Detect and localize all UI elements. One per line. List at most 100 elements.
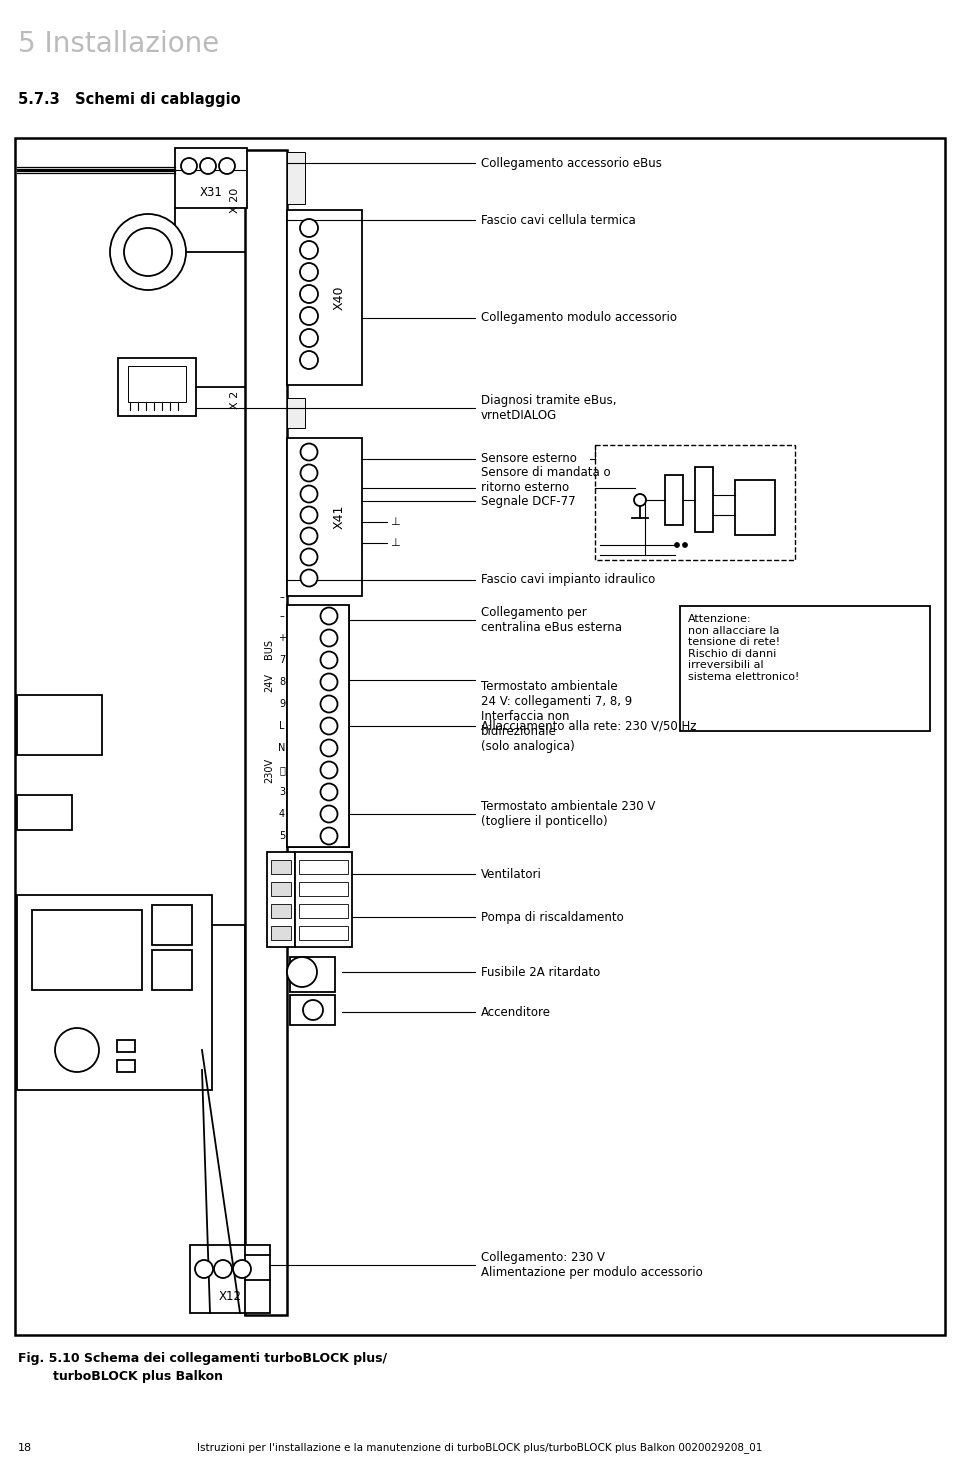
Circle shape: [300, 262, 318, 281]
Circle shape: [321, 761, 338, 778]
Text: ⊥: ⊥: [390, 538, 399, 548]
Bar: [287, 627, 309, 649]
Bar: [245, 252, 287, 268]
Bar: [117, 1039, 135, 1053]
Circle shape: [321, 673, 338, 690]
Bar: [245, 1272, 287, 1289]
Text: L: L: [279, 721, 285, 732]
Circle shape: [300, 569, 318, 586]
Text: ⏚: ⏚: [279, 765, 285, 776]
Text: 5.7.3   Schemi di cablaggio: 5.7.3 Schemi di cablaggio: [18, 92, 241, 107]
Bar: [245, 201, 287, 218]
Bar: [245, 303, 287, 320]
Bar: [287, 438, 362, 597]
Bar: [287, 715, 309, 737]
Bar: [245, 745, 287, 762]
Bar: [245, 1170, 287, 1187]
Bar: [245, 150, 287, 1315]
Bar: [287, 693, 309, 715]
Text: Sensore di mandata o
ritorno esterno: Sensore di mandata o ritorno esterno: [481, 466, 611, 494]
Bar: [245, 559, 287, 575]
Text: Segnale DCF-77: Segnale DCF-77: [481, 494, 576, 507]
Circle shape: [303, 1000, 323, 1020]
Text: X12: X12: [219, 1290, 242, 1303]
Circle shape: [321, 827, 338, 844]
Circle shape: [300, 218, 318, 237]
Circle shape: [195, 1259, 213, 1278]
Bar: [245, 592, 287, 608]
Circle shape: [321, 805, 338, 822]
Circle shape: [321, 739, 338, 756]
Text: 3: 3: [279, 787, 285, 798]
Bar: [245, 1136, 287, 1152]
Bar: [175, 148, 247, 208]
Circle shape: [214, 1259, 232, 1278]
Bar: [299, 927, 348, 940]
Bar: [245, 1187, 287, 1204]
Circle shape: [634, 494, 646, 506]
Bar: [287, 605, 309, 627]
Bar: [267, 852, 295, 947]
Circle shape: [321, 651, 338, 668]
Bar: [271, 927, 291, 940]
Bar: [245, 523, 287, 541]
Text: Fusibile 2A ritardato: Fusibile 2A ritardato: [481, 966, 600, 978]
Circle shape: [321, 783, 338, 800]
Bar: [245, 984, 287, 1000]
Bar: [245, 1237, 287, 1255]
Bar: [245, 1034, 287, 1051]
Bar: [309, 605, 349, 627]
Circle shape: [321, 695, 338, 712]
Bar: [245, 711, 287, 729]
Bar: [309, 825, 349, 847]
Circle shape: [300, 444, 318, 460]
Text: Sensore esterno: Sensore esterno: [481, 453, 577, 466]
Bar: [245, 1017, 287, 1034]
Bar: [245, 185, 287, 201]
Bar: [245, 507, 287, 523]
Bar: [680, 605, 930, 732]
Bar: [287, 737, 309, 759]
Bar: [245, 932, 287, 949]
Bar: [735, 479, 775, 535]
Bar: [245, 1051, 287, 1069]
Text: 18: 18: [18, 1443, 32, 1453]
Bar: [32, 910, 142, 990]
Circle shape: [321, 607, 338, 625]
Circle shape: [300, 485, 318, 503]
Bar: [245, 268, 287, 286]
Circle shape: [233, 1259, 251, 1278]
Bar: [245, 422, 287, 438]
Bar: [245, 353, 287, 371]
Bar: [166, 243, 176, 259]
Bar: [309, 781, 349, 803]
Bar: [309, 715, 349, 737]
Bar: [309, 803, 349, 825]
Bar: [287, 759, 309, 781]
Text: X 2: X 2: [230, 391, 240, 409]
Text: 230V: 230V: [264, 758, 274, 783]
Bar: [245, 1152, 287, 1170]
Text: Ventilatori: Ventilatori: [481, 868, 541, 881]
Bar: [309, 737, 349, 759]
Text: Fascio cavi impianto idraulico: Fascio cavi impianto idraulico: [481, 573, 656, 586]
Bar: [140, 242, 156, 262]
Text: X 20: X 20: [230, 188, 240, 213]
Bar: [309, 693, 349, 715]
Bar: [245, 490, 287, 507]
Bar: [287, 397, 305, 428]
Circle shape: [300, 350, 318, 369]
Bar: [152, 905, 192, 946]
Text: 24V: 24V: [264, 673, 274, 692]
Text: Attenzione:
non allacciare la
tensione di rete!
Rischio di danni
irreversibili a: Attenzione: non allacciare la tensione d…: [688, 614, 800, 682]
Circle shape: [300, 548, 318, 566]
Text: Collegamento: 230 V
Alimentazione per modulo accessorio: Collegamento: 230 V Alimentazione per mo…: [481, 1250, 703, 1278]
Bar: [245, 693, 287, 711]
Bar: [271, 883, 291, 896]
Bar: [245, 405, 287, 422]
Text: 8: 8: [279, 677, 285, 688]
Bar: [245, 1000, 287, 1017]
Text: BUS: BUS: [264, 639, 274, 660]
Bar: [595, 446, 795, 560]
Text: X31: X31: [200, 186, 223, 198]
